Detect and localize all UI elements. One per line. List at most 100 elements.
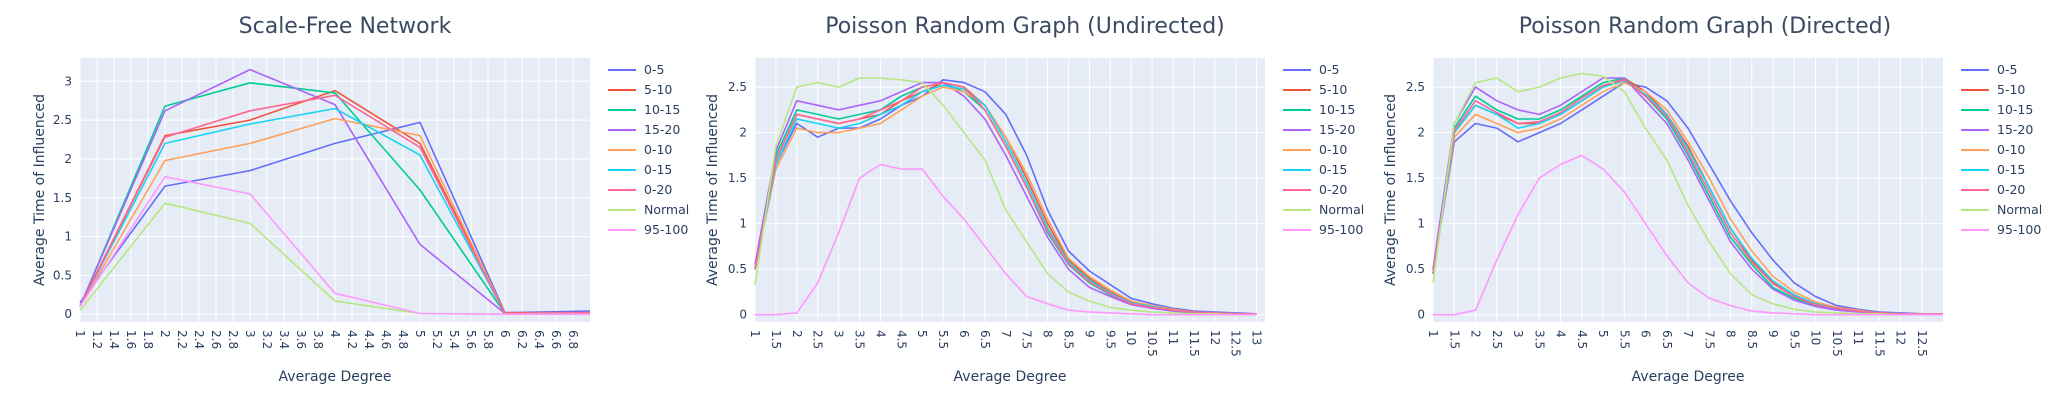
legend-entry: 0-10 [644, 142, 672, 157]
x-tick-labels: 1 1.2 1.4 1.6 1.8 2 2.2 2.4 2.6 2.8 3 3.2 3.4 3.6 3.8 4… [73, 330, 580, 349]
series-lines [1432, 72, 1943, 316]
x-tick-label: 4.8 [396, 330, 410, 349]
x-tick-label: 1.8 [141, 330, 155, 349]
legend-entry: 5-10 [1319, 82, 1347, 97]
x-tick-label: 1.4 [107, 330, 121, 349]
x-tick-label: 10.5 [1830, 330, 1844, 357]
x-tick-label: 5.4 [447, 330, 461, 349]
gridlines [754, 58, 1265, 322]
x-tick-label: 3.2 [260, 330, 274, 349]
legend: 0-5 5-10 10-15 15-20 0-10 0-15 0-20 Normal 95-10… [608, 62, 689, 237]
x-tick-label: 6.6 [549, 330, 563, 349]
x-tick-label: 3.5 [853, 330, 867, 349]
x-axis-label: Average Degree [1632, 369, 1745, 385]
series-line-15-20 [1432, 77, 1943, 315]
legend-entry: 95-100 [644, 222, 688, 237]
x-tick-label: 6.4 [532, 330, 546, 349]
panel-poisson-undirected: Poisson Random Graph (Undirected) 00.511… [705, 14, 1364, 385]
x-tick-label: 6.2 [515, 330, 529, 349]
x-tick-label: 3.5 [1532, 330, 1546, 349]
x-tick-labels: 1 1.5 2 2.5 3 3.5 4 4.5 5 5.5 6 6.5 7 7.5 8 8.5 9 9.5 10 10… [1426, 330, 1929, 357]
x-tick-label: 2 [790, 330, 804, 338]
x-tick-label: 11.5 [1187, 330, 1201, 357]
x-tick-label: 3.8 [311, 330, 325, 349]
x-tick-label: 2.5 [1490, 330, 1504, 349]
x-tick-label: 1.6 [124, 330, 138, 349]
x-tick-label: 9.5 [1787, 330, 1801, 349]
x-tick-label: 6 [1639, 330, 1653, 338]
x-tick-label: 12.5 [1229, 330, 1243, 357]
x-tick-label: 10.5 [1145, 330, 1159, 357]
y-tick-label: 0.5 [53, 268, 72, 282]
x-tick-label: 2.2 [175, 330, 189, 349]
series-lines [754, 77, 1257, 316]
legend-entry: 0-15 [644, 162, 672, 177]
y-tick-labels: 0 0.5 1 1.5 2 2.5 [1406, 80, 1425, 322]
legend: 0-5 5-10 10-15 15-20 0-10 0-15 0-20 Normal 95-10… [1961, 62, 2042, 237]
legend-entry: 10-15 [1319, 102, 1355, 117]
y-tick-label: 0 [1417, 308, 1425, 322]
series-line-Normal [1432, 72, 1943, 316]
x-tick-label: 1 [1426, 330, 1440, 338]
x-tick-label: 8.5 [1062, 330, 1076, 349]
panel-scale-free: Scale-Free Network 00.511.522.53 1 1.2 1.4… [32, 14, 689, 385]
x-tick-label: 4.5 [1575, 330, 1589, 349]
y-tick-label: 2.5 [53, 113, 72, 127]
y-tick-label: 1 [739, 217, 747, 231]
panel-poisson-directed: Poisson Random Graph (Directed) 00.511.5… [1383, 14, 2042, 385]
x-tick-label: 12.5 [1915, 330, 1929, 357]
y-tick-label: 0 [64, 307, 72, 321]
x-tick-label: 2 [1469, 330, 1483, 338]
x-tick-label: 4 [328, 330, 342, 338]
y-tick-label: 2 [1417, 126, 1425, 140]
y-tick-label: 2.5 [728, 80, 747, 94]
x-tick-label: 6.8 [566, 330, 580, 349]
legend-entry: Normal [1319, 202, 1364, 217]
y-tick-label: 1.5 [53, 191, 72, 205]
y-tick-label: 1.5 [728, 171, 747, 185]
legend-entry: 0-20 [1319, 182, 1347, 197]
x-tick-label: 9 [1082, 330, 1096, 338]
legend-entry: 0-20 [1997, 182, 2025, 197]
x-tick-label: 5 [915, 330, 929, 338]
legend-entry: 15-20 [644, 122, 680, 137]
series-line-0-5 [1432, 81, 1943, 315]
chart-title: Scale-Free Network [239, 14, 452, 39]
series-line-95-100 [79, 176, 590, 316]
x-tick-label: 2.8 [226, 330, 240, 349]
legend-entry: 0-20 [644, 182, 672, 197]
series-line-15-20 [754, 81, 1257, 315]
x-tick-label: 4 [873, 330, 887, 338]
x-tick-label: 9 [1766, 330, 1780, 338]
legend-entry: 15-20 [1319, 122, 1355, 137]
y-tick-label: 1 [1417, 217, 1425, 231]
x-tick-label: 4.4 [362, 330, 376, 349]
chart-title: Poisson Random Graph (Undirected) [825, 14, 1225, 39]
series-line-Normal [754, 77, 1257, 316]
legend-entry: Normal [1997, 202, 2042, 217]
legend-entry: 0-5 [1319, 62, 1339, 77]
legend-entry: 15-20 [1997, 122, 2033, 137]
x-tick-label: 7.5 [1702, 330, 1716, 349]
legend-entry: 10-15 [644, 102, 680, 117]
y-axis-label: Average Time of Influenced [705, 94, 721, 286]
x-tick-label: 12 [1894, 330, 1908, 345]
x-tick-labels: 1 1.5 2 2.5 3 3.5 4 4.5 5 5.5 6 6.5 7 7.5 8 8.5 9 9.5 10 10… [748, 330, 1264, 357]
legend-entry: 95-100 [1319, 222, 1363, 237]
y-tick-label: 3 [64, 74, 72, 88]
series-line-0-10 [1432, 81, 1943, 315]
x-tick-label: 5.8 [481, 330, 495, 349]
series-line-95-100 [755, 163, 1257, 316]
x-tick-label: 7 [1681, 330, 1695, 338]
x-tick-label: 12 [1208, 330, 1222, 345]
x-tick-label: 11.5 [1872, 330, 1886, 357]
x-tick-label: 7.5 [1020, 330, 1034, 349]
x-tick-label: 4.2 [345, 330, 359, 349]
x-tick-label: 6.5 [978, 330, 992, 349]
x-tick-label: 4.6 [379, 330, 393, 349]
y-tick-label: 0.5 [728, 262, 747, 276]
x-tick-label: 1 [748, 330, 762, 338]
x-tick-label: 3 [832, 330, 846, 338]
x-tick-label: 8 [1041, 330, 1055, 338]
